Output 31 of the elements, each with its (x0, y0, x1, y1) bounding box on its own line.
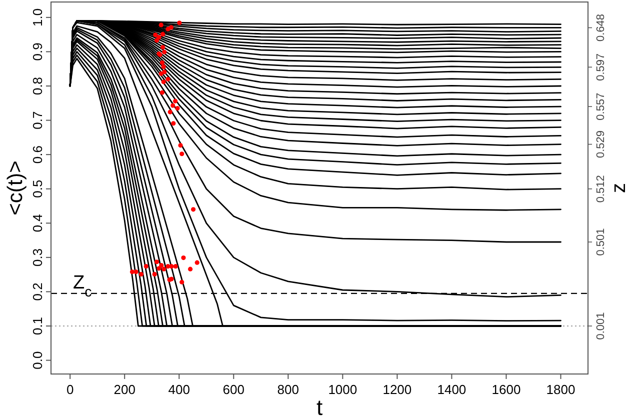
x-tick-label: 1000 (328, 382, 358, 397)
y-tick-label: 0.7 (30, 111, 45, 130)
y-tick-label: 1.0 (30, 8, 45, 26)
text: 0.529 (595, 130, 607, 158)
text: 0.648 (595, 14, 607, 42)
y-tick-label: 0.0 (30, 351, 45, 370)
text: 0.001 (595, 312, 607, 340)
x-tick-label: 200 (114, 382, 136, 397)
x-axis-title: t (316, 395, 323, 418)
x-tick-label: 1800 (546, 382, 576, 397)
text: 0.512 (595, 175, 607, 203)
text: 0.501 (595, 228, 607, 256)
y-axis-title: <c(t)> (4, 160, 27, 216)
y-tick-label: 0.1 (30, 316, 45, 336)
y-tick-label: 0.5 (30, 180, 45, 198)
y-tick-label: 0.6 (30, 146, 45, 164)
x-tick-label: 600 (222, 382, 244, 397)
y-tick-label: 0.3 (30, 248, 45, 266)
x-tick-label: 0 (66, 382, 74, 397)
y-tick-label: 0.2 (30, 282, 45, 301)
x-tick-label: 1400 (437, 382, 466, 397)
x-tick-label: 400 (168, 382, 190, 397)
text: 0.597 (595, 53, 607, 81)
y2-axis-title: z (608, 183, 630, 193)
x-tick-label: 800 (277, 382, 300, 397)
x-tick-label: 1600 (492, 382, 521, 397)
y-tick-label: 0.9 (30, 42, 45, 61)
y-tick-label: 0.8 (30, 76, 45, 96)
y-tick-label: 0.4 (30, 214, 45, 232)
text: 0.557 (595, 92, 607, 120)
x-tick-label: 1200 (382, 382, 412, 397)
